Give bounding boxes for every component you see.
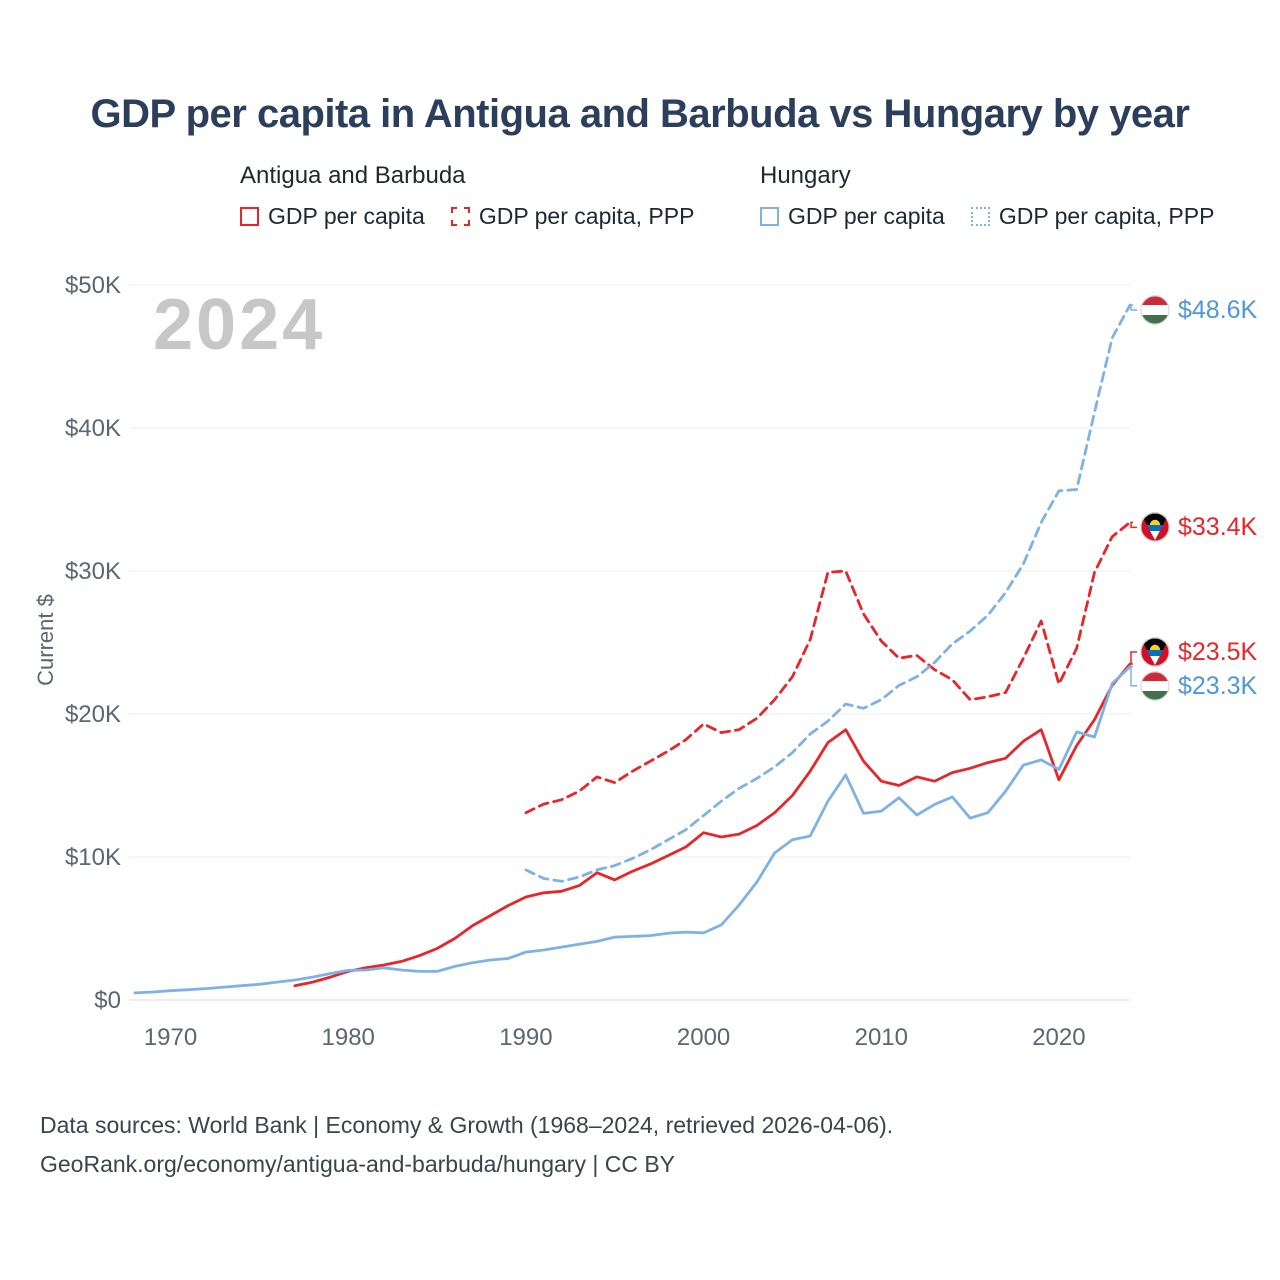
legend-item-antigua-gdp[interactable]: GDP per capita (240, 203, 425, 230)
x-tick-label: 1980 (322, 1024, 375, 1051)
legend-item-label: GDP per capita (788, 203, 945, 229)
legend-swatch-solid-blue-icon (760, 207, 779, 226)
series-line-hungary-gdp[interactable] (133, 665, 1132, 995)
hungary-flag-icon (1140, 671, 1170, 701)
label-connector (1130, 666, 1137, 687)
legend-item-hungary-gdp-ppp[interactable]: GDP per capita, PPP (970, 203, 1215, 230)
legend-swatch-dotted-blue-icon (970, 207, 990, 226)
series-line-hungary-gdp-ppp[interactable] (524, 303, 1132, 883)
legend-header-antigua: Antigua and Barbuda (240, 162, 466, 189)
y-tick-label: $20K (65, 701, 121, 728)
x-tick-label: 1970 (144, 1024, 197, 1051)
label-connector (1130, 651, 1137, 665)
label-connector (1130, 521, 1137, 529)
footer: Data sources: World Bank | Economy & Gro… (40, 1106, 893, 1184)
y-tick-label: $40K (65, 415, 121, 442)
x-tick-label: 2010 (855, 1024, 908, 1051)
end-label-antigua-ppp: $33.4K (1140, 512, 1257, 542)
y-tick-label: $30K (65, 558, 121, 585)
y-tick-label: $50K (65, 272, 121, 299)
x-tick-label: 2020 (1032, 1024, 1085, 1051)
antigua-and-barbuda-flag-icon (1140, 512, 1170, 542)
legend-item-label: GDP per capita, PPP (998, 203, 1215, 229)
hungary-flag-icon (1140, 295, 1170, 325)
legend-item-label: GDP per capita, PPP (478, 203, 695, 229)
x-tick-label: 1990 (499, 1024, 552, 1051)
antigua-and-barbuda-flag-icon (1140, 637, 1170, 667)
y-tick-label: $10K (65, 844, 121, 871)
end-label-hungary-ppp: $48.6K (1140, 295, 1257, 325)
y-tick-label: $0 (94, 987, 121, 1014)
end-label-antigua-gdp: $23.5K (1140, 637, 1257, 667)
end-label-value: $23.3K (1178, 671, 1258, 700)
page-title: GDP per capita in Antigua and Barbuda vs… (90, 92, 1190, 136)
series-line-antigua-gdp[interactable] (293, 662, 1132, 988)
legend-header-hungary: Hungary (760, 162, 851, 189)
series-line-antigua-gdp-ppp[interactable] (524, 521, 1132, 815)
label-connector (1130, 304, 1137, 311)
legend-item-hungary-gdp[interactable]: GDP per capita (760, 203, 945, 230)
legend-item-label: GDP per capita (268, 203, 425, 229)
end-label-value: $48.6K (1178, 295, 1258, 324)
legend-item-antigua-gdp-ppp[interactable]: GDP per capita, PPP (450, 203, 695, 230)
footer-attribution: GeoRank.org/economy/antigua-and-barbuda/… (40, 1151, 676, 1177)
legend-group-antigua: Antigua and Barbuda GDP per capita GDP p… (240, 162, 694, 230)
legend-swatch-dashed-red-icon (450, 207, 470, 226)
legend-items-antigua: GDP per capita GDP per capita, PPP (240, 203, 694, 230)
end-label-hungary-gdp: $23.3K (1140, 671, 1257, 701)
end-label-value: $33.4K (1178, 512, 1258, 541)
legend-group-hungary: Hungary GDP per capita GDP per capita, P… (760, 162, 1214, 230)
legend-swatch-solid-red-icon (240, 207, 259, 226)
watermark-year: 2024 (153, 285, 326, 365)
end-label-value: $23.5K (1178, 637, 1258, 666)
x-tick-label: 2000 (677, 1024, 730, 1051)
legend-items-hungary: GDP per capita GDP per capita, PPP (760, 203, 1214, 230)
footer-datasource: Data sources: World Bank | Economy & Gro… (40, 1112, 894, 1138)
